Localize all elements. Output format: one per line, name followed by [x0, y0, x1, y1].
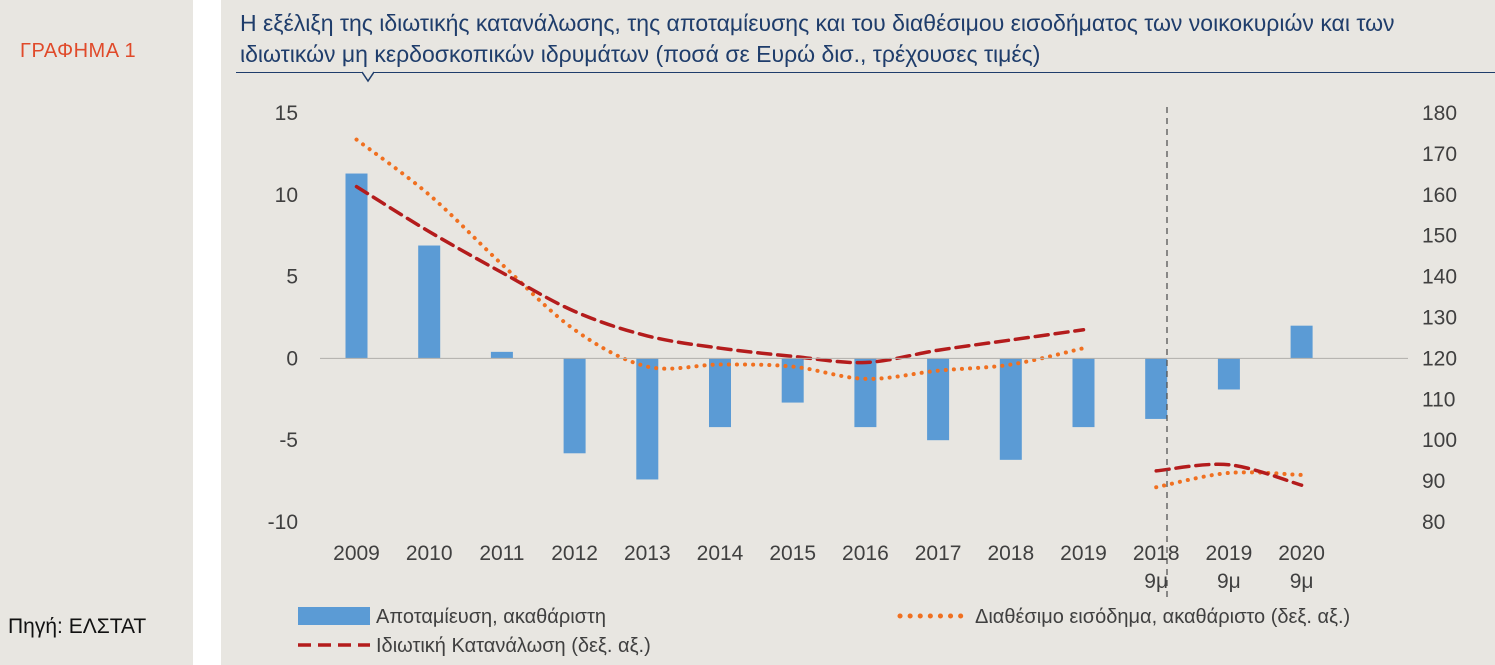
legend-item-1: Αποταμίευση, ακαθάριστη [298, 606, 606, 628]
left-axis-tick: -5 [279, 429, 298, 452]
legend: Αποταμίευση, ακαθάριστη Διαθέσιμο εισόδημ… [298, 606, 1350, 657]
bar-2016 [854, 358, 877, 428]
x-axis-tick: 2020 9μ [1278, 542, 1325, 593]
x-axis-tick: 2010 [406, 542, 453, 565]
bar-2017 [927, 358, 950, 441]
consumption-line-segment-2 [1154, 462, 1304, 487]
right-axis-tick: 150 [1422, 225, 1457, 248]
x-axis-tick: 2016 [842, 542, 889, 565]
bar-2012 [563, 358, 586, 454]
x-axis-tick: 2019 [1060, 542, 1107, 565]
line-series [354, 137, 1304, 490]
bar-series [345, 173, 1313, 480]
right-axis-tick: 140 [1422, 266, 1457, 289]
bar-2010 [418, 245, 441, 359]
x-axis-tick: 2009 [333, 542, 380, 565]
source-note: Πηγή: ΕΛΣΤΑΤ [8, 615, 147, 638]
x-axis-tick: 2011 [479, 542, 524, 565]
bar-2013 [636, 358, 659, 480]
panel-divider [193, 0, 221, 665]
legend-label: Διαθέσιμο εισόδημα, ακαθάριστο (δεξ. αξ.… [975, 606, 1350, 628]
bar-2011 [490, 351, 513, 359]
income-line-segment-1 [354, 137, 1086, 381]
x-axis-tick: 2018 9μ [1133, 542, 1180, 593]
left-axis-tick: 0 [286, 347, 298, 370]
bar-2019-9μ [1217, 358, 1240, 390]
left-axis-tick: 5 [286, 266, 298, 289]
x-axis-tick: 2012 [551, 542, 598, 565]
x-axis-tick: 2019 9μ [1206, 542, 1253, 593]
bar-2018 [999, 358, 1022, 460]
legend-label: Ιδιωτική Κατανάλωση (δεξ. αξ.) [376, 635, 651, 657]
bar-2018-9μ [1145, 358, 1168, 419]
left-axis-tick: 15 [275, 102, 298, 125]
bar-2009 [345, 173, 368, 359]
right-axis-tick: 160 [1422, 184, 1457, 207]
right-axis-tick: 100 [1422, 429, 1457, 452]
right-axis-tick: 130 [1422, 307, 1457, 330]
right-axis-tick: 120 [1422, 347, 1457, 370]
title-underline [236, 72, 1495, 73]
legend-item-2: Διαθέσιμο εισόδημα, ακαθάριστο (δεξ. αξ.… [897, 606, 1350, 628]
right-axis-tick: 170 [1422, 143, 1457, 166]
income-line-segment-2 [1154, 470, 1304, 490]
legend-label: Αποταμίευση, ακαθάριστη [376, 606, 606, 628]
consumption-line-segment-1 [354, 184, 1086, 365]
right-axis-tick: 90 [1422, 470, 1445, 493]
right-axis-tick: 180 [1422, 102, 1457, 125]
left-axis-tick: -10 [268, 511, 298, 534]
legend-item-3: Ιδιωτική Κατανάλωση (δεξ. αξ.) [298, 635, 651, 657]
bar-2019 [1072, 358, 1095, 428]
bar-2020-9μ [1290, 325, 1313, 359]
bar-2014 [709, 358, 731, 428]
title-callout-notch [362, 71, 374, 83]
x-axis-tick: 2015 [769, 542, 816, 565]
sidebar-panel [0, 0, 193, 665]
x-axis-tick: 2013 [624, 542, 671, 565]
axes: -10 -5 0 5 10 15 80 90 100 110 120 130 140 150 160 170 1… [268, 102, 1457, 598]
legend-swatch-bar [298, 607, 370, 625]
x-axis-tick: 2014 [697, 542, 744, 565]
right-axis-tick: 110 [1422, 388, 1455, 411]
figure-label: ΓΡΑΦΗΜΑ 1 [20, 40, 137, 62]
x-axis-tick: 2017 [915, 542, 962, 565]
chart-title: Η εξέλιξη της ιδιωτικής κατανάλωσης, της… [240, 10, 1395, 67]
left-axis-tick: 10 [275, 184, 298, 207]
bar-2015 [781, 358, 804, 403]
right-axis-tick: 80 [1422, 511, 1445, 534]
x-axis-tick: 2018 [987, 542, 1034, 565]
